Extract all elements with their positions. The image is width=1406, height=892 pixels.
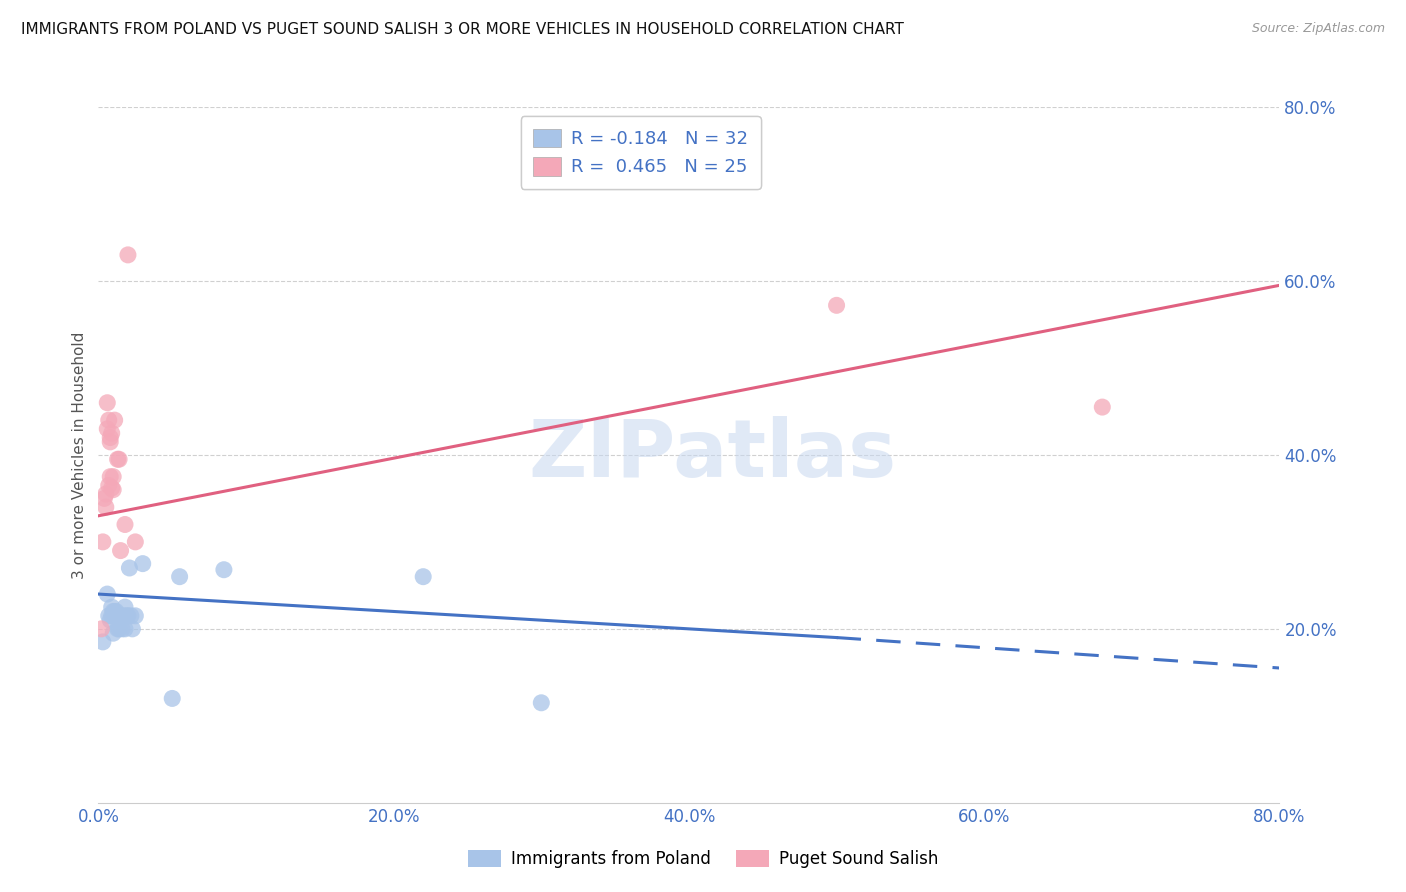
Point	[112, 608, 135, 623]
Point	[108, 622, 131, 636]
Point	[104, 605, 127, 619]
Y-axis label: 3 or more Vehicles in Household: 3 or more Vehicles in Household	[72, 331, 87, 579]
Point	[105, 605, 128, 619]
Point	[114, 600, 136, 615]
Point	[107, 452, 129, 467]
Point	[93, 491, 115, 506]
Point	[117, 608, 139, 623]
Point	[98, 431, 121, 445]
Point	[96, 396, 118, 410]
Point	[412, 570, 434, 584]
Point	[100, 426, 122, 441]
Point	[105, 608, 128, 623]
Point	[97, 608, 120, 623]
Point	[169, 570, 191, 584]
Point	[91, 534, 114, 549]
Point	[124, 534, 146, 549]
Point	[104, 413, 127, 427]
Point	[115, 608, 138, 623]
Legend: R = -0.184   N = 32, R =  0.465   N = 25: R = -0.184 N = 32, R = 0.465 N = 25	[520, 116, 761, 189]
Point	[120, 608, 142, 623]
Point	[107, 608, 129, 623]
Point	[108, 452, 131, 467]
Point	[98, 613, 121, 627]
Point	[94, 487, 117, 501]
Point	[1091, 400, 1114, 414]
Point	[114, 517, 136, 532]
Point	[100, 608, 122, 623]
Point	[91, 635, 114, 649]
Point	[108, 608, 131, 623]
Point	[117, 248, 139, 262]
Point	[107, 622, 129, 636]
Text: Source: ZipAtlas.com: Source: ZipAtlas.com	[1251, 22, 1385, 36]
Point	[103, 626, 125, 640]
Point	[103, 469, 125, 483]
Point	[124, 608, 146, 623]
Point	[97, 478, 120, 492]
Text: IMMIGRANTS FROM POLAND VS PUGET SOUND SALISH 3 OR MORE VEHICLES IN HOUSEHOLD COR: IMMIGRANTS FROM POLAND VS PUGET SOUND SA…	[21, 22, 904, 37]
Point	[103, 605, 125, 619]
Point	[100, 481, 122, 495]
Point	[103, 483, 125, 497]
Point	[118, 561, 141, 575]
Point	[212, 563, 235, 577]
Point	[132, 557, 155, 571]
Point	[97, 413, 120, 427]
Point	[98, 469, 121, 483]
Point	[530, 696, 553, 710]
Point	[96, 587, 118, 601]
Text: ZIPatlas: ZIPatlas	[529, 416, 897, 494]
Point	[98, 434, 121, 449]
Point	[162, 691, 183, 706]
Point	[114, 622, 136, 636]
Point	[110, 543, 132, 558]
Point	[96, 422, 118, 436]
Point	[100, 600, 122, 615]
Point	[111, 622, 134, 636]
Point	[90, 622, 112, 636]
Legend: Immigrants from Poland, Puget Sound Salish: Immigrants from Poland, Puget Sound Sali…	[461, 843, 945, 875]
Point	[94, 500, 117, 514]
Point	[825, 298, 848, 312]
Point	[110, 608, 132, 623]
Point	[121, 622, 143, 636]
